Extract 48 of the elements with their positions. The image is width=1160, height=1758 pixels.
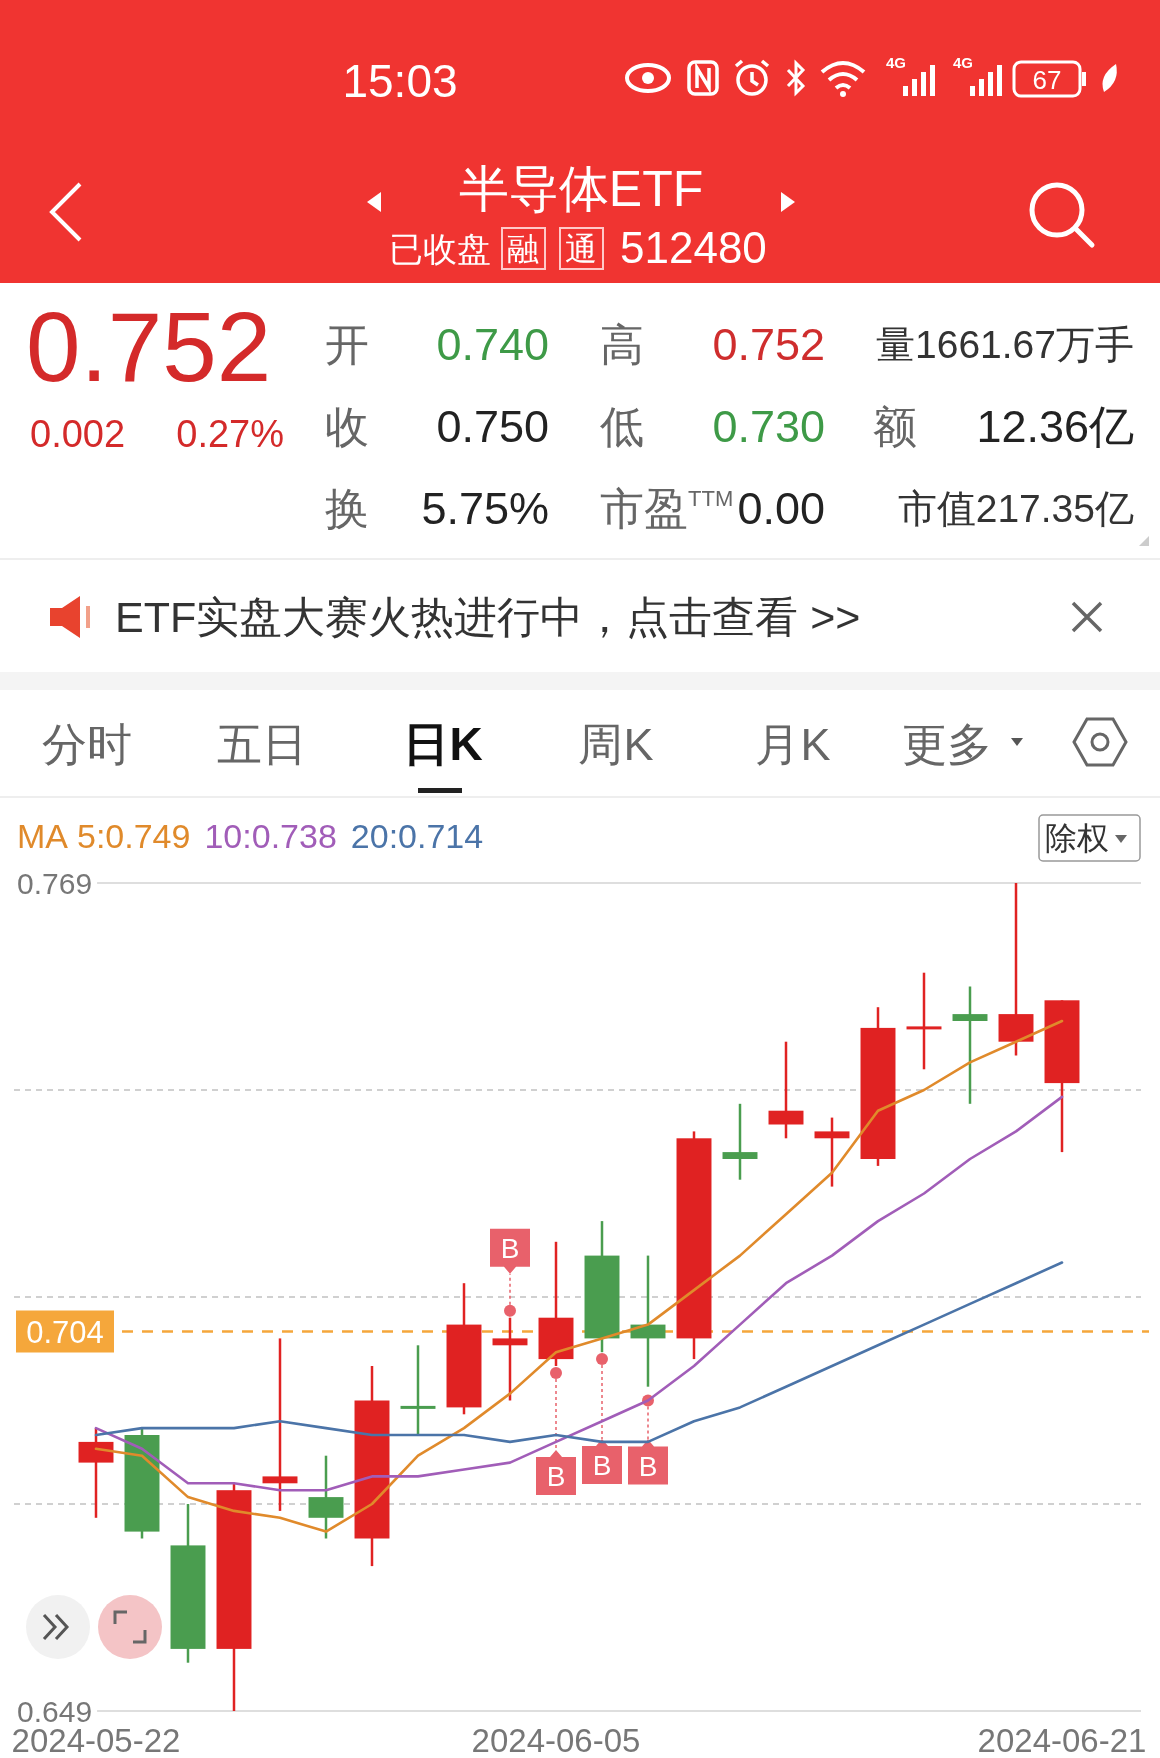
annotation: 开 bbox=[325, 320, 369, 369]
annotation: 12.36亿 bbox=[976, 401, 1134, 452]
annotation: 收 bbox=[325, 402, 369, 451]
annotation: 高 bbox=[600, 320, 644, 369]
legend-item: 5:0.749 bbox=[77, 817, 191, 855]
annotation: 0.750 bbox=[436, 401, 549, 452]
annotation: 分时 bbox=[42, 719, 132, 770]
annotation: ETF实盘大赛火热进行中，点击查看 >> bbox=[115, 593, 861, 641]
annotation: 量1661.67万手 bbox=[876, 323, 1134, 366]
annotation: 换 bbox=[325, 484, 369, 533]
annotation: 15:03 bbox=[342, 55, 458, 107]
value-label: B bbox=[638, 1450, 658, 1482]
annotation: 市盈$^{TTM}$ bbox=[600, 484, 734, 533]
annotation: 除权 bbox=[1045, 820, 1109, 856]
annotation: 额 bbox=[873, 402, 917, 451]
annotation: 低 bbox=[600, 402, 644, 451]
title: 半导体ETF bbox=[458, 161, 704, 217]
value-label: B bbox=[546, 1460, 566, 1492]
annotation: 4G bbox=[953, 54, 973, 71]
x-tick-label: 2024-06-05 bbox=[471, 1722, 641, 1758]
annotation: 周K bbox=[578, 719, 654, 770]
annotation: 67 bbox=[1032, 65, 1062, 95]
annotation: 0.730 bbox=[712, 401, 825, 452]
annotation: 0.00 bbox=[737, 483, 825, 534]
value-label: B bbox=[500, 1232, 520, 1264]
annotation: 日K bbox=[403, 718, 483, 770]
annotation: 0.752 bbox=[712, 319, 825, 370]
annotation: 0.27% bbox=[176, 413, 284, 455]
annotation: 512480 bbox=[620, 223, 767, 272]
annotation: 月K bbox=[755, 719, 831, 770]
value-label: B bbox=[592, 1450, 612, 1482]
y-tick-label: 0.769 bbox=[17, 867, 93, 900]
annotation: 0.002 bbox=[30, 413, 126, 455]
legend-item: 10:0.738 bbox=[204, 817, 337, 855]
annotation: 市值217.35亿 bbox=[897, 487, 1134, 530]
legend-title: MA bbox=[17, 817, 68, 855]
annotation: 4G bbox=[886, 54, 906, 71]
annotation: 融 bbox=[507, 231, 539, 267]
x-tick-label: 2024-06-21 bbox=[977, 1722, 1147, 1758]
legend-item: 20:0.714 bbox=[350, 817, 484, 855]
ref-line-label: 0.704 bbox=[26, 1314, 104, 1350]
annotation: 5.75% bbox=[421, 483, 549, 534]
annotation: 0.752 bbox=[26, 292, 272, 402]
annotation: 五日 bbox=[217, 719, 307, 770]
annotation: 通 bbox=[565, 231, 597, 267]
annotation: 已收盘 bbox=[389, 230, 491, 268]
annotation: 更多 bbox=[902, 719, 992, 770]
annotation: 0.740 bbox=[436, 319, 549, 370]
